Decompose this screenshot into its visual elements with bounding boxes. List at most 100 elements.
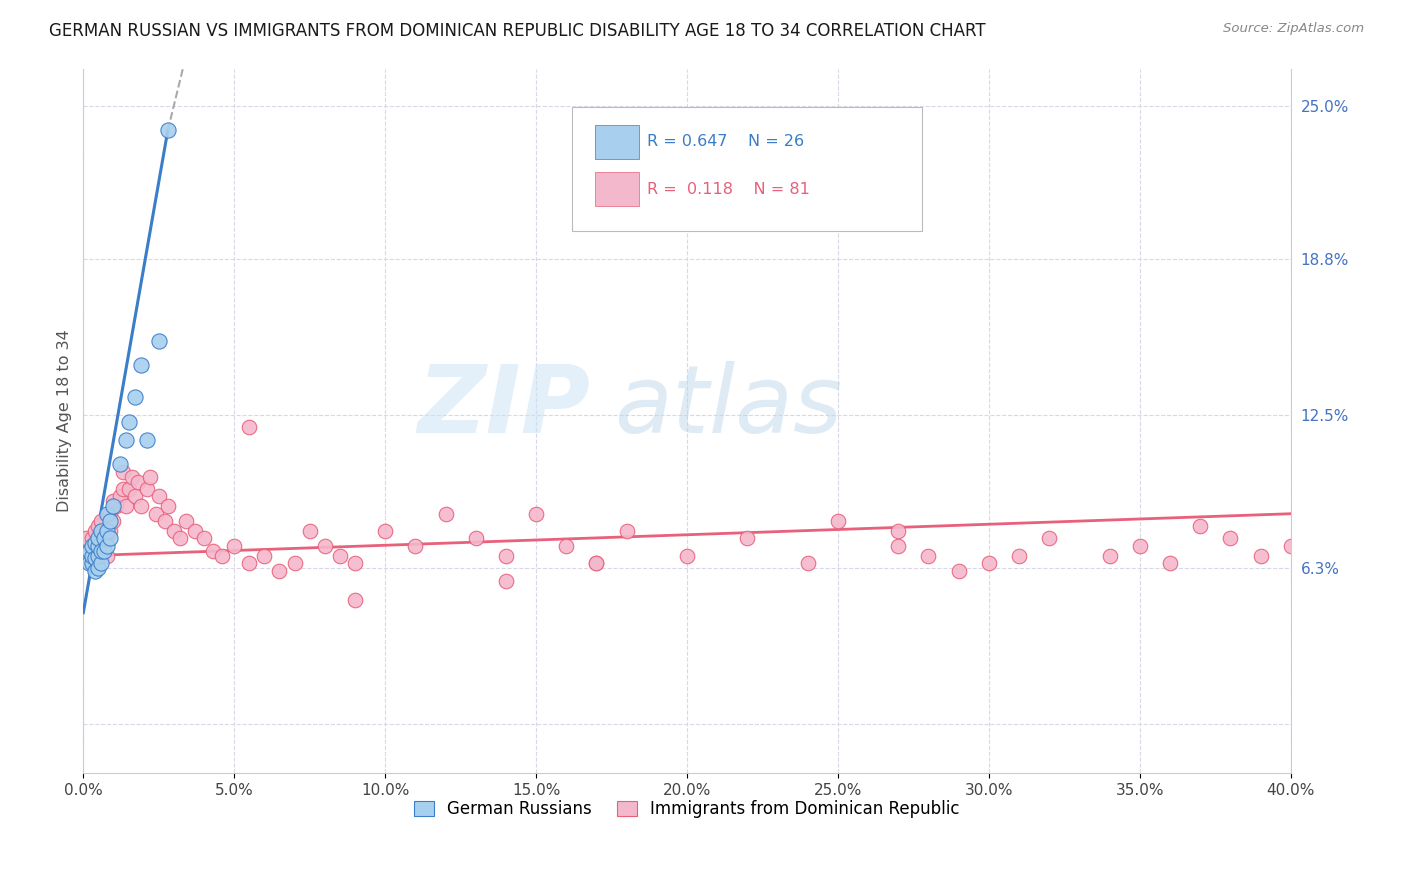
Point: [93, 524, 115, 538]
Point: [495, 549, 517, 563]
Point: [82, 532, 104, 546]
Point: [887, 539, 910, 553]
Text: GERMAN RUSSIAN VS IMMIGRANTS FROM DOMINICAN REPUBLIC DISABILITY AGE 18 TO 34 COR: GERMAN RUSSIAN VS IMMIGRANTS FROM DOMINI…: [49, 22, 986, 40]
Point: [129, 500, 152, 514]
Point: [93, 544, 115, 558]
Point: [156, 500, 179, 514]
Text: R =  0.118    N = 81: R = 0.118 N = 81: [647, 182, 810, 196]
Point: [100, 532, 122, 546]
Point: [96, 532, 118, 546]
Point: [495, 574, 517, 588]
Point: [96, 539, 118, 553]
Point: [1279, 539, 1302, 553]
Point: [329, 549, 352, 563]
Point: [145, 507, 167, 521]
Point: [148, 334, 170, 348]
Point: [87, 561, 110, 575]
Point: [138, 469, 160, 483]
Point: [93, 532, 115, 546]
Point: [87, 532, 110, 546]
Point: [96, 549, 118, 563]
Point: [585, 556, 607, 570]
Point: [108, 490, 131, 504]
Point: [156, 123, 179, 137]
Point: [84, 564, 107, 578]
Point: [1250, 549, 1272, 563]
Point: [555, 539, 578, 553]
Point: [79, 544, 101, 558]
Point: [284, 556, 307, 570]
Point: [103, 500, 125, 514]
Point: [96, 507, 118, 521]
Point: [79, 556, 101, 570]
Point: [84, 536, 107, 550]
Point: [117, 415, 139, 429]
Point: [404, 539, 426, 553]
Point: [90, 514, 112, 528]
Point: [121, 469, 143, 483]
Point: [524, 507, 547, 521]
Point: [253, 549, 276, 563]
Point: [108, 457, 131, 471]
Point: [343, 593, 366, 607]
Point: [87, 519, 110, 533]
Point: [298, 524, 321, 538]
Point: [314, 539, 336, 553]
Text: Source: ZipAtlas.com: Source: ZipAtlas.com: [1223, 22, 1364, 36]
Point: [87, 539, 110, 553]
Point: [269, 564, 291, 578]
Point: [82, 549, 104, 563]
Point: [184, 524, 207, 538]
Point: [1129, 539, 1152, 553]
Point: [193, 532, 215, 546]
Text: atlas: atlas: [614, 361, 842, 452]
Point: [238, 556, 260, 570]
Point: [148, 490, 170, 504]
Point: [82, 556, 104, 570]
Point: [135, 482, 157, 496]
Point: [84, 551, 107, 566]
Point: [105, 500, 128, 514]
Point: [174, 514, 197, 528]
Point: [82, 539, 104, 553]
Point: [163, 524, 186, 538]
Point: [616, 524, 638, 538]
Point: [676, 549, 699, 563]
Point: [977, 556, 1000, 570]
Point: [1038, 532, 1060, 546]
Point: [84, 549, 107, 563]
Point: [169, 532, 191, 546]
Point: [1008, 549, 1031, 563]
Point: [797, 556, 820, 570]
Point: [887, 524, 910, 538]
Point: [103, 494, 125, 508]
Point: [153, 514, 176, 528]
Point: [103, 514, 125, 528]
FancyBboxPatch shape: [595, 172, 638, 206]
Point: [100, 507, 122, 521]
Point: [224, 539, 246, 553]
Point: [93, 539, 115, 553]
Point: [129, 359, 152, 373]
Point: [127, 475, 149, 489]
Point: [374, 524, 396, 538]
Point: [114, 433, 136, 447]
Point: [434, 507, 457, 521]
Point: [238, 420, 260, 434]
Point: [1098, 549, 1121, 563]
Point: [96, 524, 118, 538]
Point: [79, 544, 101, 558]
Text: ZIP: ZIP: [418, 361, 591, 453]
Point: [100, 514, 122, 528]
FancyBboxPatch shape: [595, 125, 638, 159]
Point: [737, 532, 759, 546]
Point: [87, 549, 110, 563]
Point: [211, 549, 233, 563]
Text: R = 0.647    N = 26: R = 0.647 N = 26: [647, 135, 804, 149]
Point: [464, 532, 486, 546]
Point: [585, 556, 607, 570]
Point: [948, 564, 970, 578]
Point: [124, 490, 146, 504]
Point: [114, 500, 136, 514]
Legend: German Russians, Immigrants from Dominican Republic: German Russians, Immigrants from Dominic…: [408, 794, 967, 825]
